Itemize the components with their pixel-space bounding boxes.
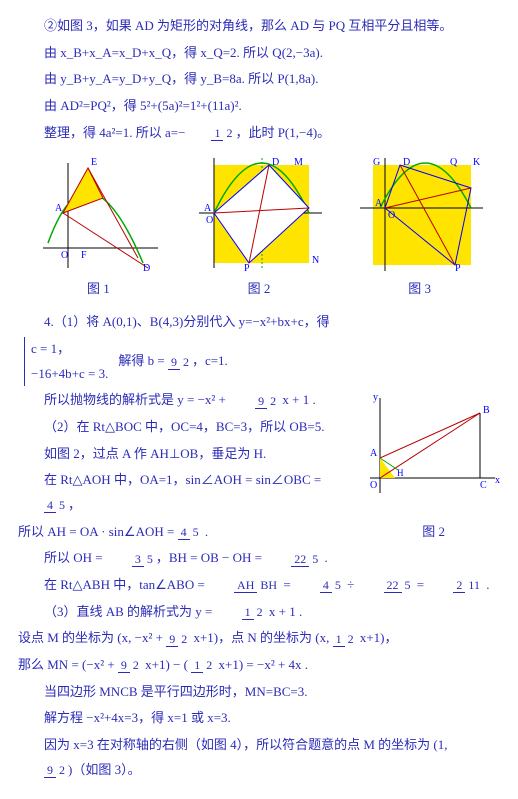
svg-text:P: P	[455, 263, 461, 273]
svg-text:D: D	[272, 157, 279, 168]
line-16: 设点 M 的坐标为 (x, −x² + 92 x+1)，点 N 的坐标为 (x,…	[18, 626, 500, 651]
svg-text:F: F	[81, 250, 87, 261]
svg-text:G: G	[373, 157, 380, 168]
line-6: 4.（1）将 A(0,1)、B(4,3)分别代入 y=−x²+bx+c，得	[18, 310, 500, 335]
svg-text:E: E	[91, 157, 97, 168]
svg-text:P: P	[244, 263, 250, 273]
svg-text:O: O	[61, 250, 68, 261]
fig-1: AE FD O 图 1	[33, 153, 163, 302]
line-17: 那么 MN = (−x² + 92 x+1) − ( 12 x+1) = −x²…	[18, 653, 500, 678]
svg-text:Q: Q	[450, 157, 458, 168]
line-3: 由 y_B+y_A=y_D+y_Q，得 y_B=8a. 所以 P(1,8a).	[18, 67, 500, 92]
svg-text:A: A	[375, 198, 383, 209]
line-14: 在 Rt△ABH 中，tan∠ABO = AHBH = 45 ÷ 225 = 2…	[18, 573, 500, 598]
fig1-svg: A E F D O	[33, 153, 163, 273]
svg-text:M: M	[294, 157, 303, 168]
svg-text:y: y	[373, 392, 378, 403]
line-19: 解方程 −x²+4x=3，得 x=1 或 x=3.	[18, 706, 500, 731]
svg-text:N: N	[312, 255, 319, 266]
line-13: 所以 OH = 35，BH = OB − OH = 225 .	[18, 546, 500, 571]
svg-text:O: O	[370, 480, 377, 491]
svg-text:O: O	[388, 210, 395, 221]
line-5: 整理，得 4a²=1. 所以 a=−12，此时 P(1,−4)。	[18, 121, 500, 146]
line-1: ②如图 3，如果 AD 为矩形的对角线，那么 AD 与 PQ 互相平分且相等。	[18, 14, 500, 39]
fig2r-svg: x y A B O C H	[355, 388, 500, 498]
eq-system: c = 1，−16+4b+c = 3. 解得 b = 92，c=1.	[18, 337, 500, 386]
svg-text:A: A	[370, 448, 378, 459]
fig3-svg: G D Q K AO P	[355, 153, 485, 273]
line-10: 如图 2，过点 A 作 AH⊥OB，垂足为 H.	[18, 442, 341, 467]
svg-text:A: A	[55, 203, 63, 214]
line-4: 由 AD²=PQ²，得 5²+(5a)²=1²+(11a)².	[18, 94, 500, 119]
svg-text:x: x	[495, 475, 500, 486]
figure-row: AE FD O 图 1 AO DM NP 图 2 GD QK AO P 图 3	[18, 153, 500, 302]
fig-2: AO DM NP 图 2	[194, 153, 324, 302]
svg-text:D: D	[143, 263, 150, 273]
fig2-svg: AO D M N P	[194, 153, 324, 273]
line-18: 当四边形 MNCB 是平行四边形时，MN=BC=3.	[18, 680, 500, 705]
svg-text:A: A	[204, 203, 212, 214]
svg-text:C: C	[480, 480, 487, 491]
fig-2-right: x y A B O C H	[355, 388, 500, 507]
line-20: 因为 x=3 在对称轴的右侧（如图 4），所以符合题意的点 M 的坐标为 (1,…	[18, 733, 500, 782]
svg-text:D: D	[403, 157, 410, 168]
fig-3: GD QK AO P 图 3	[355, 153, 485, 302]
line-12: 所以 AH = OA · sin∠AOH = 45 .图 2	[18, 520, 500, 545]
line-15: （3）直线 AB 的解析式为 y = 12 x + 1 .	[18, 600, 500, 625]
line-8: 所以抛物线的解析式是 y = −x² + 92 x + 1 .	[18, 388, 341, 413]
svg-text:B: B	[483, 405, 490, 416]
svg-text:O: O	[206, 215, 213, 226]
line-2: 由 x_B+x_A=x_D+x_Q，得 x_Q=2. 所以 Q(2,−3a).	[18, 41, 500, 66]
line-9: （2）在 Rt△BOC 中，OC=4，BC=3，所以 OB=5.	[18, 415, 341, 440]
svg-text:K: K	[473, 157, 481, 168]
line-11: 在 Rt△AOH 中，OA=1，sin∠AOH = sin∠OBC = 45，	[18, 468, 341, 517]
svg-text:H: H	[397, 468, 404, 478]
